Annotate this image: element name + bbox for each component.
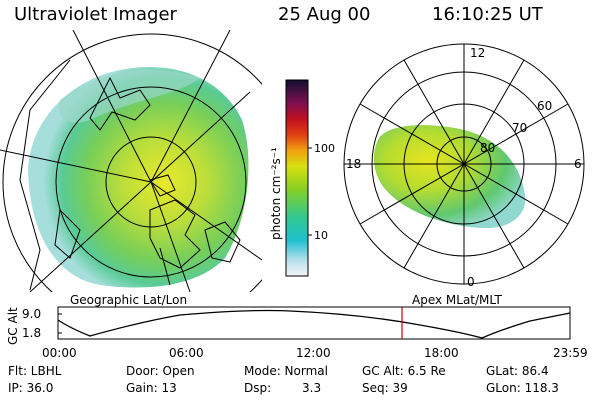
geo-panel-label: Geographic Lat/Lon [70, 293, 187, 307]
x-tick-label: 06:00 [169, 346, 204, 360]
glat-info: GLat: 86.4 [486, 364, 549, 378]
mlt-label-6: 6 [574, 157, 582, 171]
colorbar-unit-label: photon cm⁻²s⁻¹ [269, 147, 283, 240]
geographic-panel [0, 30, 262, 292]
apex-panel-label: Apex MLat/MLT [412, 293, 502, 307]
gc-alt-info: GC Alt: 6.5 Re [362, 364, 446, 378]
altitude-curve [57, 309, 571, 339]
y-tick-label: 9.0 [22, 307, 41, 321]
geo-aurora-image [28, 67, 249, 288]
gain-info: Gain: 13 [126, 381, 177, 395]
apex-mlt-lines [344, 44, 584, 284]
seq-info: Seq: 39 [362, 381, 408, 395]
coastline-outline [19, 59, 241, 291]
y-tick-label: 1.8 [22, 326, 41, 340]
mode-info: Mode: Normal [244, 364, 328, 378]
colorbar: 100 10 photon cm⁻²s⁻¹ [269, 79, 335, 277]
altitude-plot: 9.0 1.8 GC Alt 00:00 06:00 12:00 18:00 2… [6, 306, 588, 360]
image-date: 25 Aug 00 [278, 4, 371, 25]
colorbar-tick-label: 10 [314, 229, 328, 242]
image-time: 16:10:25 UT [432, 4, 543, 25]
mlt-label-12: 12 [470, 46, 485, 60]
x-tick-label: 00:00 [42, 346, 77, 360]
mlt-label-18: 18 [346, 157, 361, 171]
ip-info: IP: 36.0 [8, 381, 54, 395]
door-info: Door: Open [126, 364, 195, 378]
altitude-plot-frame [57, 306, 571, 340]
lat-label-60: 60 [537, 99, 552, 113]
filter-info: Flt: LBHL [8, 364, 62, 378]
geo-lat-circle [55, 86, 247, 278]
lat-label-80: 80 [480, 141, 495, 155]
dsp-label: Dsp: [244, 381, 272, 395]
dsp-value: 3.3 [302, 381, 322, 395]
mlt-label-0: 0 [467, 275, 475, 289]
colorbar-tick-label: 100 [314, 142, 335, 155]
x-tick-label: 18:00 [424, 346, 459, 360]
altitude-ylabel: GC Alt [6, 307, 20, 345]
x-tick-label: 12:00 [296, 346, 331, 360]
x-tick-label: 23:59 [553, 346, 588, 360]
glon-info: GLon: 118.3 [486, 381, 559, 395]
geo-lat-circle [2, 33, 262, 292]
apex-panel: 12 18 6 0 60 70 80 [343, 43, 585, 289]
geo-lat-circle [105, 136, 197, 228]
colorbar-gradient [285, 79, 309, 277]
geo-meridians [0, 30, 262, 292]
lat-label-70: 70 [512, 121, 527, 135]
app-title: Ultraviolet Imager [14, 4, 177, 25]
